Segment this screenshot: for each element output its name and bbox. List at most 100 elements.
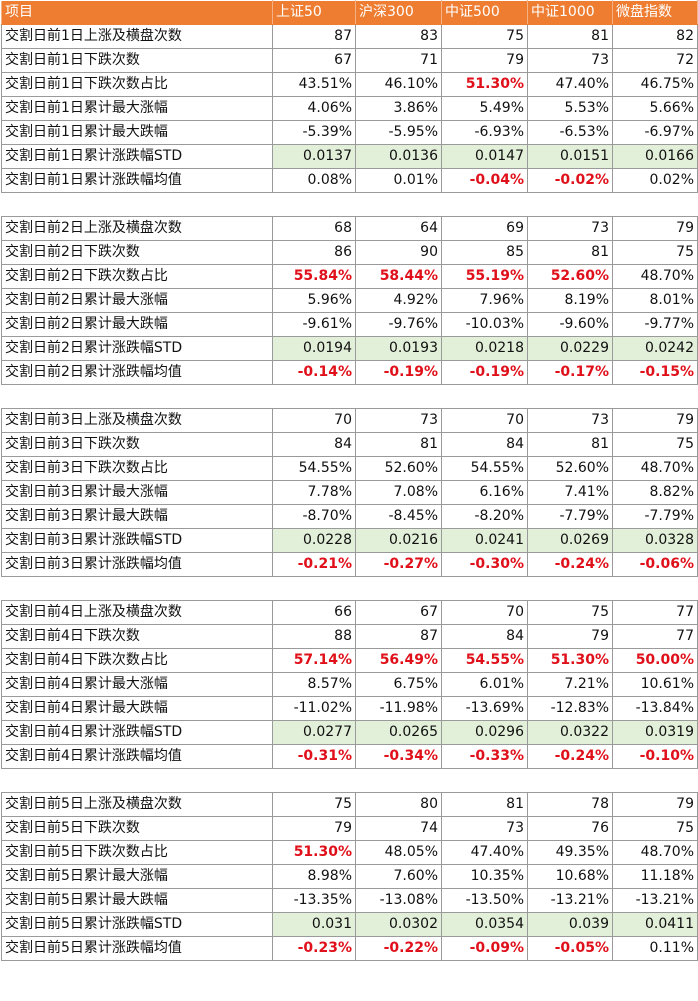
row-label: 交割日前1日下跌次数占比 — [1, 72, 273, 97]
header-zz500: 中证500 — [441, 0, 528, 25]
value-cell: 10.61% — [612, 672, 698, 697]
value-cell: 8.98% — [272, 864, 356, 889]
table-row: 交割日前5日累计涨跌幅STD 0.031 0.0302 0.0354 0.039 0.04… — [1, 912, 698, 937]
value-cell: -7.79% — [527, 504, 613, 529]
value-cell: 47.40% — [441, 840, 528, 865]
row-label: 交割日前4日累计涨跌幅STD — [1, 720, 273, 745]
spacer-cell — [272, 768, 356, 793]
row-label: 交割日前5日累计涨跌幅均值 — [1, 936, 273, 961]
row-label: 交割日前4日累计最大涨幅 — [1, 672, 273, 697]
value-cell: -0.23% — [272, 936, 356, 961]
spacer-cell — [441, 384, 528, 409]
spacer-cell — [612, 576, 698, 601]
value-cell: 5.96% — [272, 288, 356, 313]
row-label: 交割日前1日累计涨跌幅均值 — [1, 168, 273, 193]
value-cell: 86 — [272, 240, 356, 265]
value-cell: 0.0151 — [527, 144, 613, 169]
table-row: 交割日前1日下跌次数 67 71 79 73 72 — [1, 48, 698, 73]
row-label: 交割日前3日上涨及横盘次数 — [1, 408, 273, 433]
spacer-cell — [441, 192, 528, 217]
value-cell: 4.92% — [355, 288, 442, 313]
value-cell: 0.0229 — [527, 336, 613, 361]
value-cell: -13.08% — [355, 888, 442, 913]
value-cell: 70 — [441, 600, 528, 625]
spacer-cell — [527, 576, 613, 601]
table-row: 交割日前1日上涨及横盘次数 87 83 75 81 82 — [1, 24, 698, 49]
value-cell: 54.55% — [441, 648, 528, 673]
table-row: 交割日前5日累计涨跌幅均值 -0.23% -0.22% -0.09% -0.05% 0.1… — [1, 936, 698, 961]
header-micro-cap: 微盘指数 — [612, 0, 698, 25]
table-row: 交割日前3日累计最大涨幅 7.78% 7.08% 6.16% 7.41% 8.82% — [1, 480, 698, 505]
spacer-cell — [612, 384, 698, 409]
row-label: 交割日前2日累计涨跌幅均值 — [1, 360, 273, 385]
row-label: 交割日前4日上涨及横盘次数 — [1, 600, 273, 625]
spacer-cell — [355, 384, 442, 409]
table-row: 交割日前1日累计最大涨幅 4.06% 3.86% 5.49% 5.53% 5.66% — [1, 96, 698, 121]
table-row: 交割日前2日下跌次数占比 55.84% 58.44% 55.19% 52.60% 48.7… — [1, 264, 698, 289]
row-label: 交割日前1日上涨及横盘次数 — [1, 24, 273, 49]
value-cell: 51.30% — [441, 72, 528, 97]
value-cell: 0.0277 — [272, 720, 356, 745]
value-cell: -0.27% — [355, 552, 442, 577]
value-cell: 7.96% — [441, 288, 528, 313]
spacer-cell — [612, 768, 698, 793]
table-row: 交割日前3日下跌次数占比 54.55% 52.60% 54.55% 52.60% 48.7… — [1, 456, 698, 481]
value-cell: -0.21% — [272, 552, 356, 577]
table-row: 交割日前5日累计最大跌幅 -13.35% -13.08% -13.50% -13.21%… — [1, 888, 698, 913]
value-cell: 0.0354 — [441, 912, 528, 937]
value-cell: -13.50% — [441, 888, 528, 913]
row-label: 交割日前2日下跌次数占比 — [1, 264, 273, 289]
row-label: 交割日前5日下跌次数占比 — [1, 840, 273, 865]
row-label: 交割日前2日上涨及横盘次数 — [1, 216, 273, 241]
spacer-cell — [355, 768, 442, 793]
value-cell: 83 — [355, 24, 442, 49]
value-cell: 0.0411 — [612, 912, 698, 937]
value-cell: 0.0193 — [355, 336, 442, 361]
spacer-cell — [441, 768, 528, 793]
value-cell: 10.35% — [441, 864, 528, 889]
value-cell: -0.33% — [441, 744, 528, 769]
spacer-cell — [527, 192, 613, 217]
spacer-cell — [612, 192, 698, 217]
value-cell: 79 — [612, 216, 698, 241]
value-cell: 84 — [441, 432, 528, 457]
value-cell: 75 — [272, 792, 356, 817]
value-cell: 6.16% — [441, 480, 528, 505]
table-row: 交割日前4日累计最大涨幅 8.57% 6.75% 6.01% 7.21% 10.61% — [1, 672, 698, 697]
value-cell: -0.24% — [527, 744, 613, 769]
value-cell: -12.83% — [527, 696, 613, 721]
value-cell: 3.86% — [355, 96, 442, 121]
value-cell: -0.04% — [441, 168, 528, 193]
table-body: 交割日前1日上涨及横盘次数 87 83 75 81 82 交割日前1日下跌次数 67 71 79 7… — [1, 24, 698, 961]
table-row: 交割日前4日下跌次数占比 57.14% 56.49% 54.55% 51.30% 50.0… — [1, 648, 698, 673]
row-label: 交割日前1日累计最大涨幅 — [1, 96, 273, 121]
value-cell: 7.21% — [527, 672, 613, 697]
value-cell: 85 — [441, 240, 528, 265]
value-cell: 72 — [612, 48, 698, 73]
row-label: 交割日前5日上涨及横盘次数 — [1, 792, 273, 817]
value-cell: 66 — [272, 600, 356, 625]
table-row: 交割日前2日累计最大涨幅 5.96% 4.92% 7.96% 8.19% 8.01% — [1, 288, 698, 313]
value-cell: 81 — [527, 24, 613, 49]
group-spacer-row — [1, 384, 698, 409]
value-cell: -0.19% — [355, 360, 442, 385]
spacer-cell — [1, 768, 273, 793]
table-row: 交割日前5日下跌次数占比 51.30% 48.05% 47.40% 49.35% 48.7… — [1, 840, 698, 865]
value-cell: -10.03% — [441, 312, 528, 337]
value-cell: 81 — [527, 240, 613, 265]
value-cell: -9.76% — [355, 312, 442, 337]
value-cell: 84 — [441, 624, 528, 649]
value-cell: 81 — [441, 792, 528, 817]
value-cell: 52.60% — [527, 456, 613, 481]
table-row: 交割日前3日累计涨跌幅均值 -0.21% -0.27% -0.30% -0.24% -0.… — [1, 552, 698, 577]
value-cell: -0.10% — [612, 744, 698, 769]
value-cell: -0.05% — [527, 936, 613, 961]
value-cell: 51.30% — [272, 840, 356, 865]
table-row: 交割日前3日累计最大跌幅 -8.70% -8.45% -8.20% -7.79% -7.7… — [1, 504, 698, 529]
value-cell: 75 — [527, 600, 613, 625]
value-cell: -0.34% — [355, 744, 442, 769]
value-cell: 79 — [441, 48, 528, 73]
value-cell: 75 — [612, 816, 698, 841]
value-cell: -0.15% — [612, 360, 698, 385]
value-cell: -5.39% — [272, 120, 356, 145]
